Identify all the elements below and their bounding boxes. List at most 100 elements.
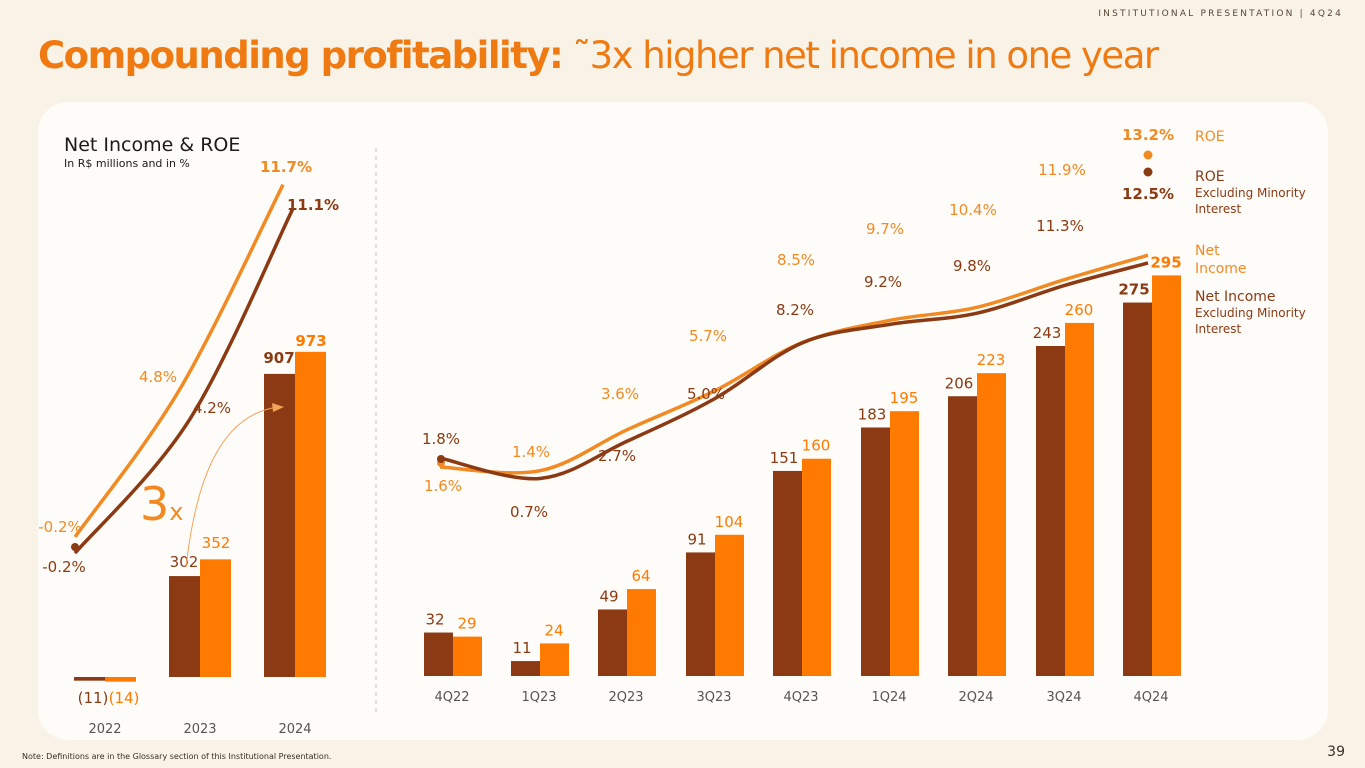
legend-net-income-excl-sub-2: Interest (1195, 322, 1242, 336)
legend-roe-excl-sub-1: Excluding Minority (1195, 186, 1306, 200)
label-annual-roe-2022: -0.2% (38, 518, 82, 536)
legend-roe-excl: ROE (1195, 169, 1225, 185)
label-quarter-roe-3Q23: 5.7% (689, 327, 727, 345)
x-tick-4Q22: 4Q22 (434, 690, 469, 705)
bar-quarter-net-income-excl-3Q23 (686, 552, 715, 676)
bar-quarter-net-income-excl-4Q22 (424, 632, 453, 676)
label-quarter-excl-3Q24: 243 (1033, 324, 1062, 342)
label-quarter-ni-4Q23: 160 (802, 437, 831, 455)
x-tick-3Q24: 3Q24 (1046, 690, 1081, 705)
label-quarter-roe-2Q24: 10.4% (949, 201, 997, 219)
legend-net-income-2: Income (1195, 261, 1247, 277)
label-quarter-excl-2Q24: 206 (945, 374, 974, 392)
footnote: Note: Definitions are in the Glossary se… (22, 752, 332, 761)
label-quarter-excl-1Q23: 11 (512, 639, 531, 657)
left-chart-subtitle: In R$ millions and in % (64, 157, 190, 170)
label-quarter-roe-4Q24: 13.2% (1122, 126, 1174, 144)
label-quarter-excl-1Q24: 183 (858, 405, 887, 423)
title-bold: Compounding profitability: (38, 34, 564, 77)
marker-annual-roe-start (71, 543, 79, 551)
label-quarter-roe-excl-2Q24: 9.8% (953, 257, 991, 275)
bar-quarter-net-income-4Q22 (453, 636, 482, 676)
bar-annual-net-income-2024 (295, 351, 326, 677)
bar-annual-net-income-2022 (105, 677, 136, 682)
label-quarter-roe-excl-4Q22: 1.8% (422, 430, 460, 448)
label-quarter-roe-4Q22: 1.6% (424, 477, 462, 495)
bar-annual-net-income-excl-2023 (169, 576, 200, 677)
label-quarter-roe-excl-2Q23: 2.7% (598, 447, 636, 465)
label-quarter-roe-excl-1Q24: 9.2% (864, 273, 902, 291)
bar-annual-net-income-excl-2024 (264, 373, 295, 677)
x-tick-1Q24: 1Q24 (871, 690, 906, 705)
x-tick-2Q24: 2Q24 (958, 690, 993, 705)
label-annual-ni-2022: (14) (109, 689, 140, 707)
label-quarter-roe-1Q23: 1.4% (512, 443, 550, 461)
label-quarter-excl-4Q22: 32 (425, 611, 444, 629)
label-quarter-ni-3Q23: 104 (715, 513, 744, 531)
bar-quarter-net-income-excl-4Q23 (773, 470, 802, 676)
annotation-3x-suffix: x (169, 498, 183, 526)
bar-quarter-net-income-excl-4Q24 (1123, 302, 1152, 676)
line-quarter-roe-excl (439, 261, 1149, 481)
legend-net-income-excl: Net Income (1195, 289, 1276, 305)
bar-quarter-net-income-3Q24 (1065, 322, 1094, 676)
label-quarter-ni-2Q23: 64 (631, 567, 650, 585)
bar-annual-net-income-excl-2022 (74, 677, 105, 681)
x-tick-2022: 2022 (88, 722, 121, 737)
legend-roe: ROE (1195, 129, 1225, 145)
bar-quarter-net-income-3Q23 (715, 534, 744, 676)
growth-arrow (185, 406, 279, 568)
annotation-3x: 3x (140, 477, 183, 531)
label-annual-excl-2022: (11) (78, 689, 109, 707)
label-annual-roe-excl-2024: 11.1% (287, 196, 339, 214)
bar-quarter-net-income-1Q23 (540, 643, 569, 676)
legend-net-income-1: Net (1195, 243, 1220, 259)
bar-quarter-net-income-2Q24 (977, 373, 1006, 676)
label-quarter-roe-3Q24: 11.9% (1038, 161, 1086, 179)
label-quarter-excl-4Q24: 275 (1118, 281, 1149, 299)
label-quarter-roe-4Q23: 8.5% (777, 251, 815, 269)
label-quarter-roe-1Q24: 9.7% (866, 220, 904, 238)
x-tick-2Q23: 2Q23 (608, 690, 643, 705)
label-annual-roe-2023: 4.8% (139, 368, 177, 386)
chart-card (38, 102, 1328, 740)
bar-quarter-net-income-1Q24 (890, 411, 919, 676)
label-quarter-excl-3Q23: 91 (687, 530, 706, 548)
marker-quarter-roe-excl-end (1143, 167, 1153, 177)
label-quarter-ni-3Q24: 260 (1065, 301, 1094, 319)
annotation-3x-digit: 3 (140, 477, 169, 531)
label-quarter-ni-4Q24: 295 (1150, 253, 1181, 271)
label-quarter-roe-excl-1Q23: 0.7% (510, 503, 548, 521)
bar-quarter-net-income-excl-2Q23 (598, 609, 627, 676)
label-quarter-roe-2Q23: 3.6% (601, 385, 639, 403)
label-quarter-ni-2Q24: 223 (977, 351, 1006, 369)
label-quarter-roe-excl-4Q23: 8.2% (776, 301, 814, 319)
x-tick-1Q23: 1Q23 (521, 690, 556, 705)
label-annual-excl-2024: 907 (263, 349, 294, 367)
bar-quarter-net-income-2Q23 (627, 589, 656, 676)
x-tick-4Q24: 4Q24 (1133, 690, 1168, 705)
x-tick-2024: 2024 (278, 722, 311, 737)
label-annual-ni-2023: 352 (202, 534, 231, 552)
label-quarter-roe-excl-4Q24: 12.5% (1122, 185, 1174, 203)
left-chart-title: Net Income & ROE (64, 134, 240, 156)
page-title: Compounding profitability: ˜3x higher ne… (38, 34, 1160, 77)
title-light: ˜3x higher net income in one year (562, 34, 1160, 77)
presentation-label: INSTITUTIONAL PRESENTATION | 4Q24 (1098, 9, 1343, 19)
legend-net-income-excl-sub-1: Excluding Minority (1195, 306, 1306, 320)
bar-quarter-net-income-4Q24 (1152, 275, 1181, 676)
label-annual-roe-excl-2022: -0.2% (42, 558, 86, 576)
line-annual-roe-excl (73, 207, 295, 555)
label-quarter-ni-1Q24: 195 (890, 389, 919, 407)
label-quarter-excl-2Q23: 49 (599, 587, 618, 605)
bar-quarter-net-income-excl-3Q24 (1036, 346, 1065, 676)
label-annual-ni-2024: 973 (295, 332, 326, 350)
bar-quarter-net-income-excl-1Q23 (511, 661, 540, 676)
line-annual-roe (73, 183, 285, 538)
marker-quarter-roe-excl-start (437, 455, 445, 463)
label-quarter-roe-excl-3Q24: 11.3% (1036, 217, 1084, 235)
bar-quarter-net-income-excl-2Q24 (948, 396, 977, 676)
growth-arrow-head (272, 403, 284, 412)
x-tick-4Q23: 4Q23 (783, 690, 818, 705)
